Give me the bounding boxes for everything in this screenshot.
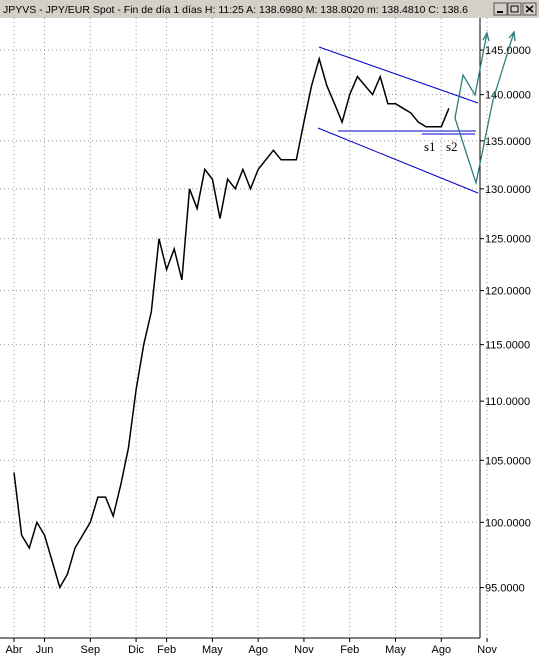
y-tick-label: 95.0000 [485, 583, 525, 595]
window-buttons[interactable] [493, 2, 537, 16]
y-tick-label: 120.0000 [485, 286, 531, 298]
x-tick-label: Ago [431, 644, 451, 656]
maximize-icon [510, 5, 519, 13]
plot-area: 95.0000 100.0000 105.0000 110.0000 115.0000 1… [0, 18, 531, 656]
arrow-head [482, 31, 490, 42]
window-title: JPYVS - JPY/EUR Spot - Fin de día 1 días… [3, 4, 468, 16]
annotation: s2 [446, 139, 458, 154]
x-tick-label: Sep [81, 644, 101, 656]
x-tick-label: Feb [157, 644, 176, 656]
projection-up [454, 32, 488, 119]
y-tick-label: 115.0000 [485, 340, 530, 352]
minimize-button[interactable] [493, 2, 508, 16]
x-tick-label: Dic [128, 644, 144, 656]
y-tick-label: 105.0000 [485, 455, 531, 467]
y-tick-label: 125.0000 [485, 234, 531, 246]
arrow-head [508, 30, 516, 42]
y-tick-label: 130.0000 [485, 184, 531, 196]
y-tick-label: 140.0000 [485, 90, 531, 102]
projection-down-up [454, 31, 515, 186]
x-tick-label: May [202, 644, 223, 656]
x-tick-label: Feb [340, 644, 359, 656]
x-tick-label: Abr [5, 644, 22, 656]
x-tick-label: Nov [294, 644, 314, 656]
channel-top [318, 46, 479, 104]
y-tick-label: 100.0000 [485, 517, 531, 529]
x-tick-label: Nov [477, 644, 497, 656]
close-icon [525, 5, 534, 13]
x-tick-label: Jun [36, 644, 54, 656]
trend-lines [317, 46, 479, 194]
title-bar [0, 0, 539, 18]
price-line [13, 56, 450, 590]
y-tick-label: 135.0000 [485, 136, 531, 148]
annotation: s1 [424, 139, 436, 154]
channel-bottom [317, 127, 479, 194]
x-tick-label: May [385, 644, 406, 656]
maximize-button[interactable] [507, 2, 522, 16]
x-tick-label: Ago [248, 644, 268, 656]
projection-arrows [454, 30, 516, 186]
y-tick-label: 110.0000 [485, 396, 530, 408]
